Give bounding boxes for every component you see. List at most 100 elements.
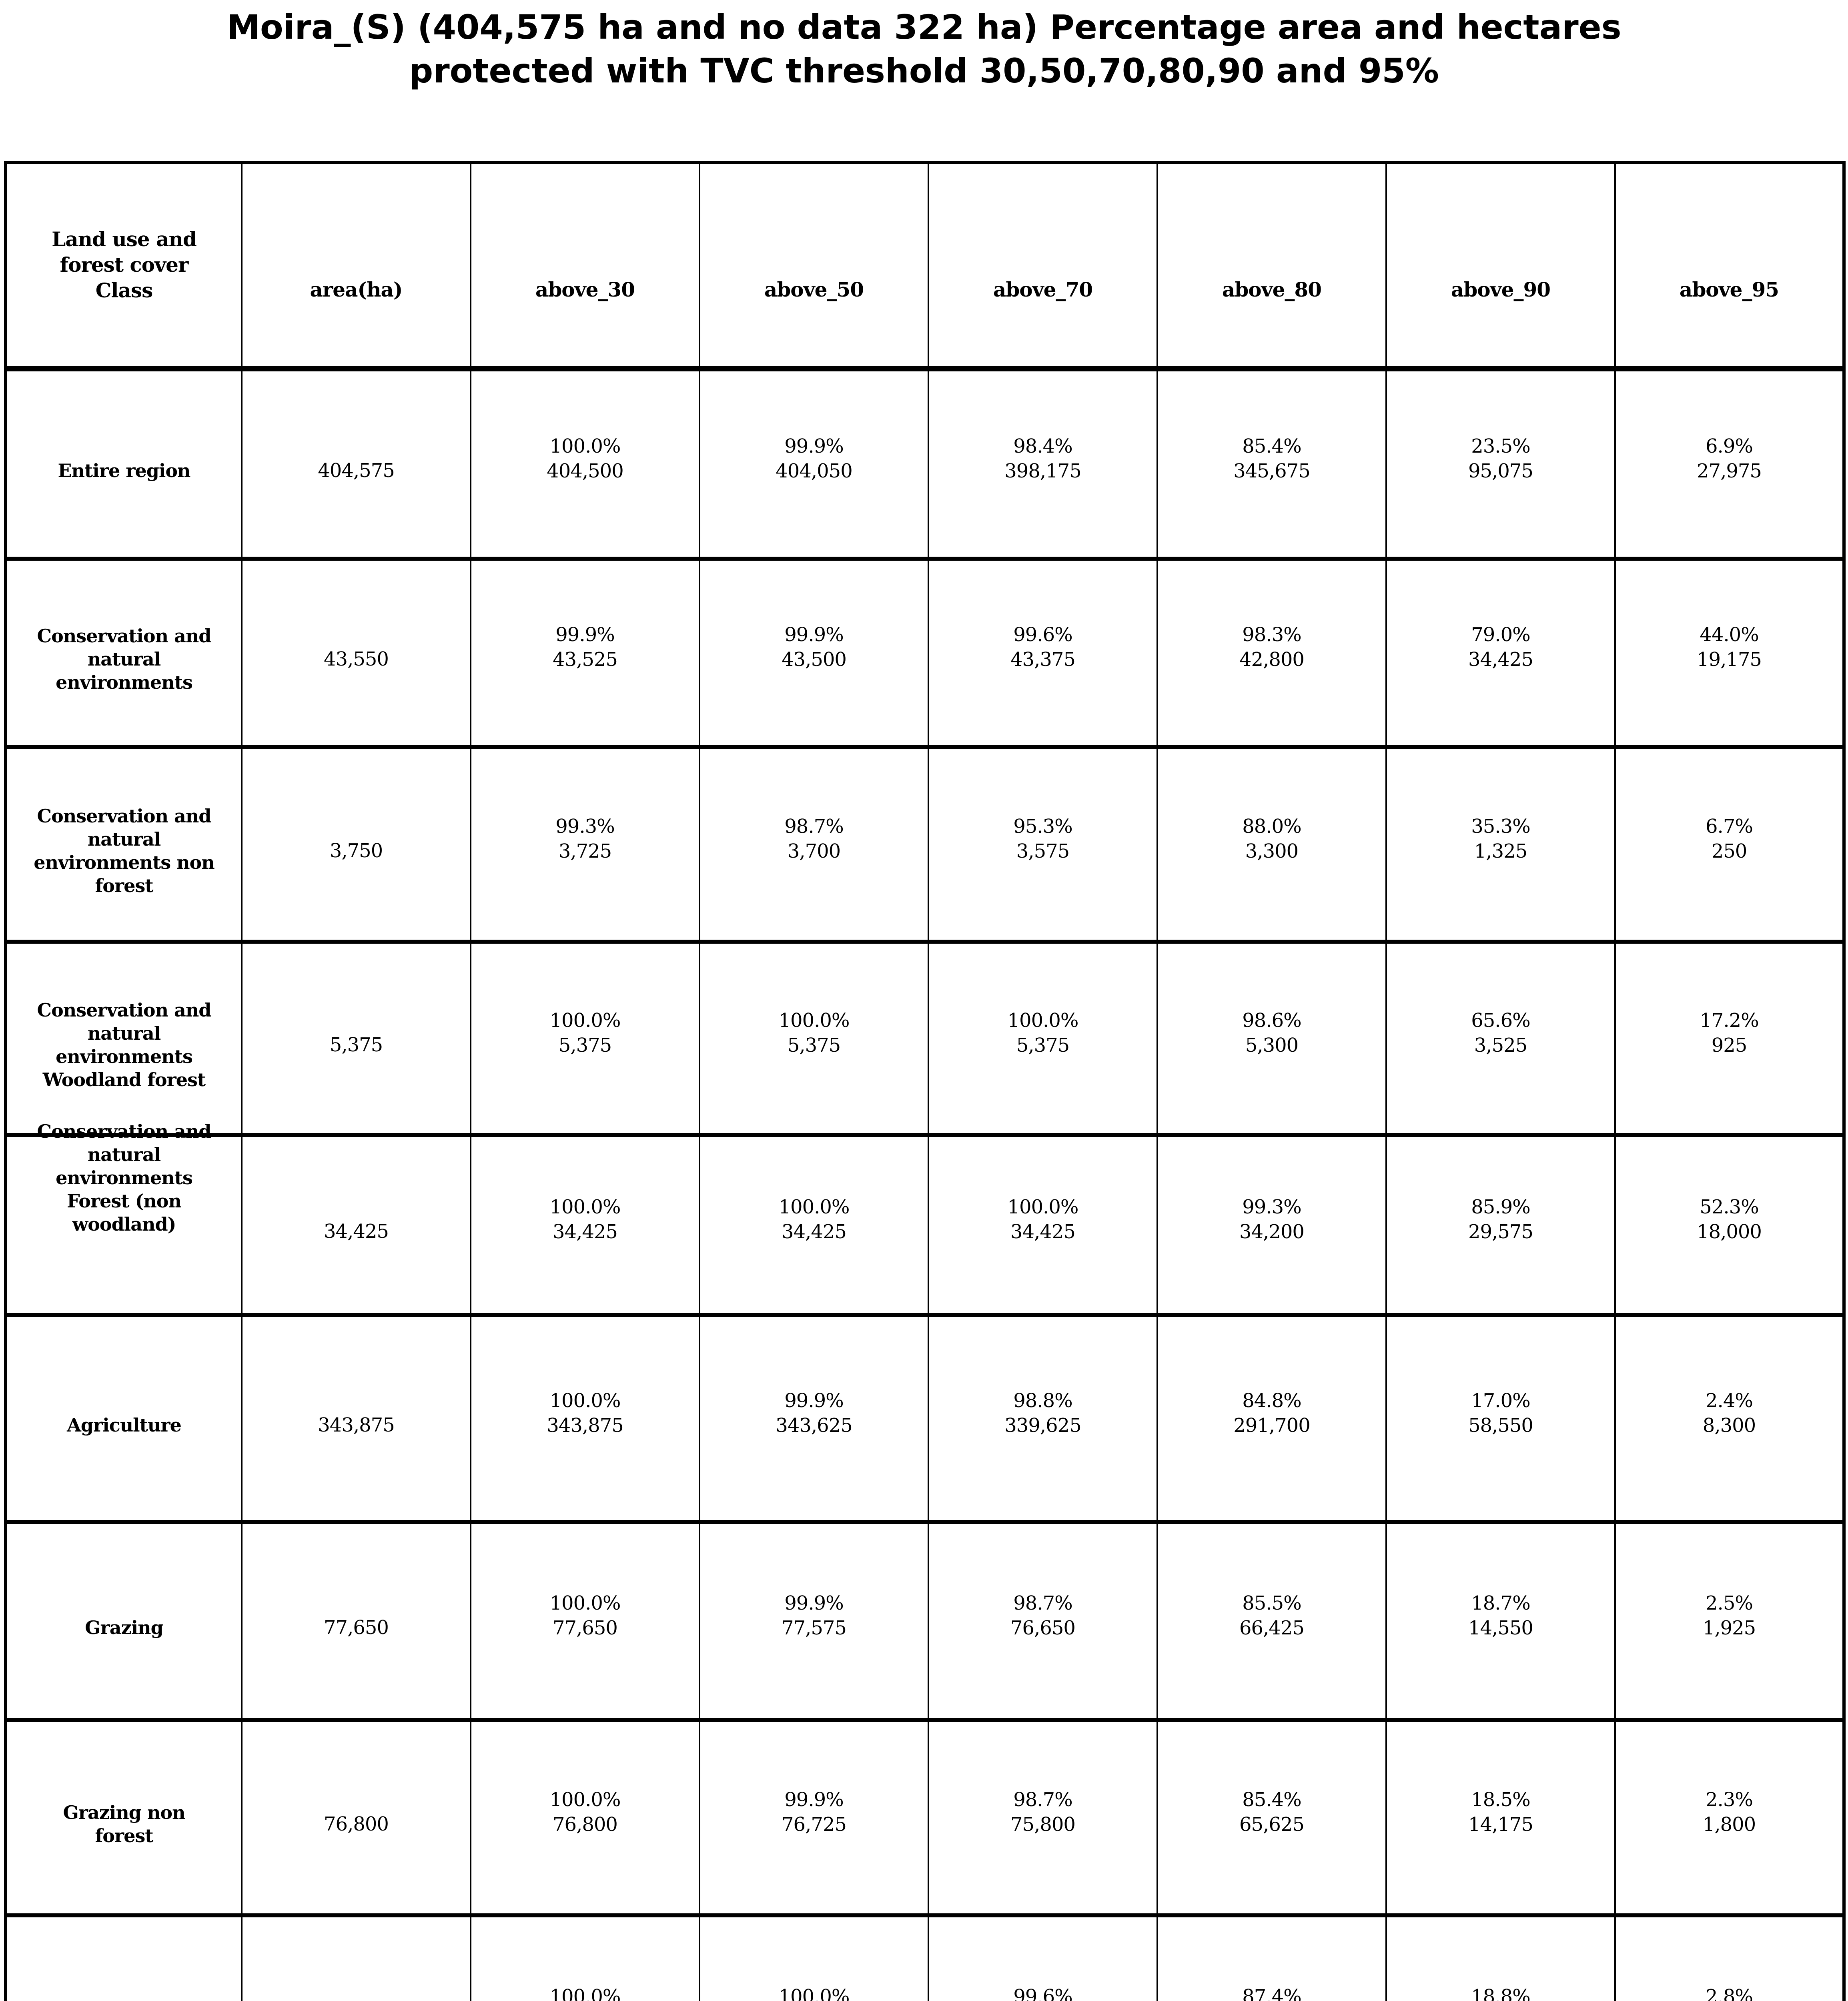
table-cell: 100.0% 77,650 [470,1522,700,1720]
table-cell: 100.0% 34,425 [699,1135,928,1315]
table-row: Conservation and natural environments Wo… [5,942,1844,1135]
row-label: Conservation and natural environments [5,559,242,747]
row-area: 5,375 [241,942,471,1135]
cell-hectares: 3,725 [558,840,612,862]
table-cell: 100.0% 34,425 [470,1135,700,1315]
row-label: Conservation and natural environments Wo… [5,942,242,1135]
table-cell: 85.4% 65,625 [1157,1720,1386,1916]
cell-hectares: 291,700 [1233,1414,1311,1437]
table-cell: 100.0%110,925 [699,1915,928,2001]
row-area: 343,875 [241,1315,471,1522]
cell-hectares: 339,625 [1004,1414,1082,1437]
table-cell: 98.6% 5,300 [1157,942,1386,1135]
data-table: Land use and forest cover Class area(ha)… [4,161,1846,2001]
cell-percent: 2.5% [1706,1592,1753,1614]
table-cell: 99.9% 404,050 [699,369,928,559]
table-row: Grazing non forest 76,800 100.0% 76,800 9… [5,1720,1844,1916]
table-cell: 2.3% 1,800 [1614,1720,1844,1916]
table-cell: 85.9% 29,575 [1385,1135,1615,1315]
cell-percent: 100.0% [549,1788,621,1811]
table-body: Entire region 404,575 100.0% 404,500 99.9… [5,369,1844,2001]
table-cell: 100.0% 404,500 [470,369,700,559]
cell-percent: 98.8% [1013,1389,1072,1412]
cell-hectares: 14,175 [1468,1813,1533,1836]
cell-percent: 52.3% [1700,1196,1759,1219]
cell-percent: 6.7% [1706,815,1753,838]
table-cell: 98.7% 3,700 [699,747,928,942]
cell-percent: 99.6% [1013,1985,1072,2001]
cell-hectares: 1,325 [1474,840,1527,862]
table-cell: 98.7% 76,650 [928,1522,1157,1720]
header-landuse-class: Land use and forest cover Class [5,162,242,369]
cell-hectares: 925 [1711,1034,1748,1057]
cell-percent: 100.0% [1007,1196,1078,1219]
table-cell: 98.7% 75,800 [928,1720,1157,1916]
cell-hectares: 3,300 [1245,840,1299,862]
cell-percent: 98.4% [1013,435,1072,457]
table-cell: 84.8% 291,700 [1157,1315,1386,1522]
row-label: Conservation and natural environments no… [5,747,242,942]
table-cell: 98.4% 398,175 [928,369,1157,559]
row-area: 76,800 [241,1720,471,1916]
cell-hectares: 404,500 [547,459,624,482]
cell-percent: 100.0% [549,435,621,457]
table-cell: 18.8%20,825 [1385,1915,1615,2001]
cell-hectares: 5,375 [787,1034,841,1057]
cell-hectares: 76,800 [553,1813,618,1836]
row-area: 3,750 [241,747,471,942]
cell-hectares: 43,375 [1010,648,1076,671]
cell-hectares: 5,375 [1016,1034,1070,1057]
header-above-90: above_90 [1385,162,1615,369]
row-area: 110,925 [241,1915,471,2001]
table-cell: 85.4% 345,675 [1157,369,1386,559]
cell-percent: 98.6% [1242,1009,1301,1032]
cell-hectares: 43,500 [782,648,847,671]
cell-hectares: 43,525 [553,648,618,671]
cell-percent: 85.9% [1471,1196,1530,1219]
cell-percent: 44.0% [1700,624,1759,646]
cell-percent: 23.5% [1471,435,1530,457]
table-cell: 98.8% 339,625 [928,1315,1157,1522]
cell-percent: 98.3% [1242,624,1301,646]
table-row: Conservation and natural environments 43… [5,559,1844,747]
cell-hectares: 343,625 [776,1414,853,1437]
table-cell: 100.0% 5,375 [699,942,928,1135]
table-cell: 88.0% 3,300 [1157,747,1386,942]
table-cell: 17.0% 58,550 [1385,1315,1615,1522]
cell-percent: 18.7% [1471,1592,1530,1614]
cell-hectares: 250 [1711,840,1748,862]
header-above-80: above_80 [1157,162,1386,369]
cell-hectares: 77,650 [553,1616,618,1639]
table-cell: 99.9% 343,625 [699,1315,928,1522]
cell-hectares: 65,625 [1239,1813,1305,1836]
table-header: Land use and forest cover Class area(ha)… [5,162,1844,369]
table-cell: 100.0% 76,800 [470,1720,700,1916]
table-cell: 18.5% 14,175 [1385,1720,1615,1916]
table-cell: 79.0% 34,425 [1385,559,1615,747]
cell-percent: 18.5% [1471,1788,1530,1811]
cell-percent: 35.3% [1471,815,1530,838]
row-area: 404,575 [241,369,471,559]
cell-hectares: 1,800 [1702,1813,1756,1836]
cell-percent: 100.0% [778,1196,850,1219]
cell-percent: 85.4% [1242,1788,1301,1811]
cell-percent: 79.0% [1471,624,1530,646]
table-cell: 99.6% 43,375 [928,559,1157,747]
table-cell: 65.6% 3,525 [1385,942,1615,1135]
table-cell: 2.8%3,125 [1614,1915,1844,2001]
cell-percent: 99.9% [784,1592,844,1614]
cell-percent: 100.0% [549,1196,621,1219]
table-cell: 99.9% 76,725 [699,1720,928,1916]
cell-hectares: 5,300 [1245,1034,1299,1057]
table-cell: 99.6%110,500 [928,1915,1157,2001]
table-cell: 100.0% 5,375 [928,942,1157,1135]
cell-hectares: 398,175 [1004,459,1082,482]
header-above-30: above_30 [470,162,700,369]
header-area-ha: area(ha) [241,162,471,369]
cell-hectares: 58,550 [1468,1414,1533,1437]
table-cell: 23.5% 95,075 [1385,369,1615,559]
cell-percent: 99.6% [1013,624,1072,646]
cell-percent: 84.8% [1242,1389,1301,1412]
table-cell: 100.0% 5,375 [470,942,700,1135]
table-cell: 6.7% 250 [1614,747,1844,942]
